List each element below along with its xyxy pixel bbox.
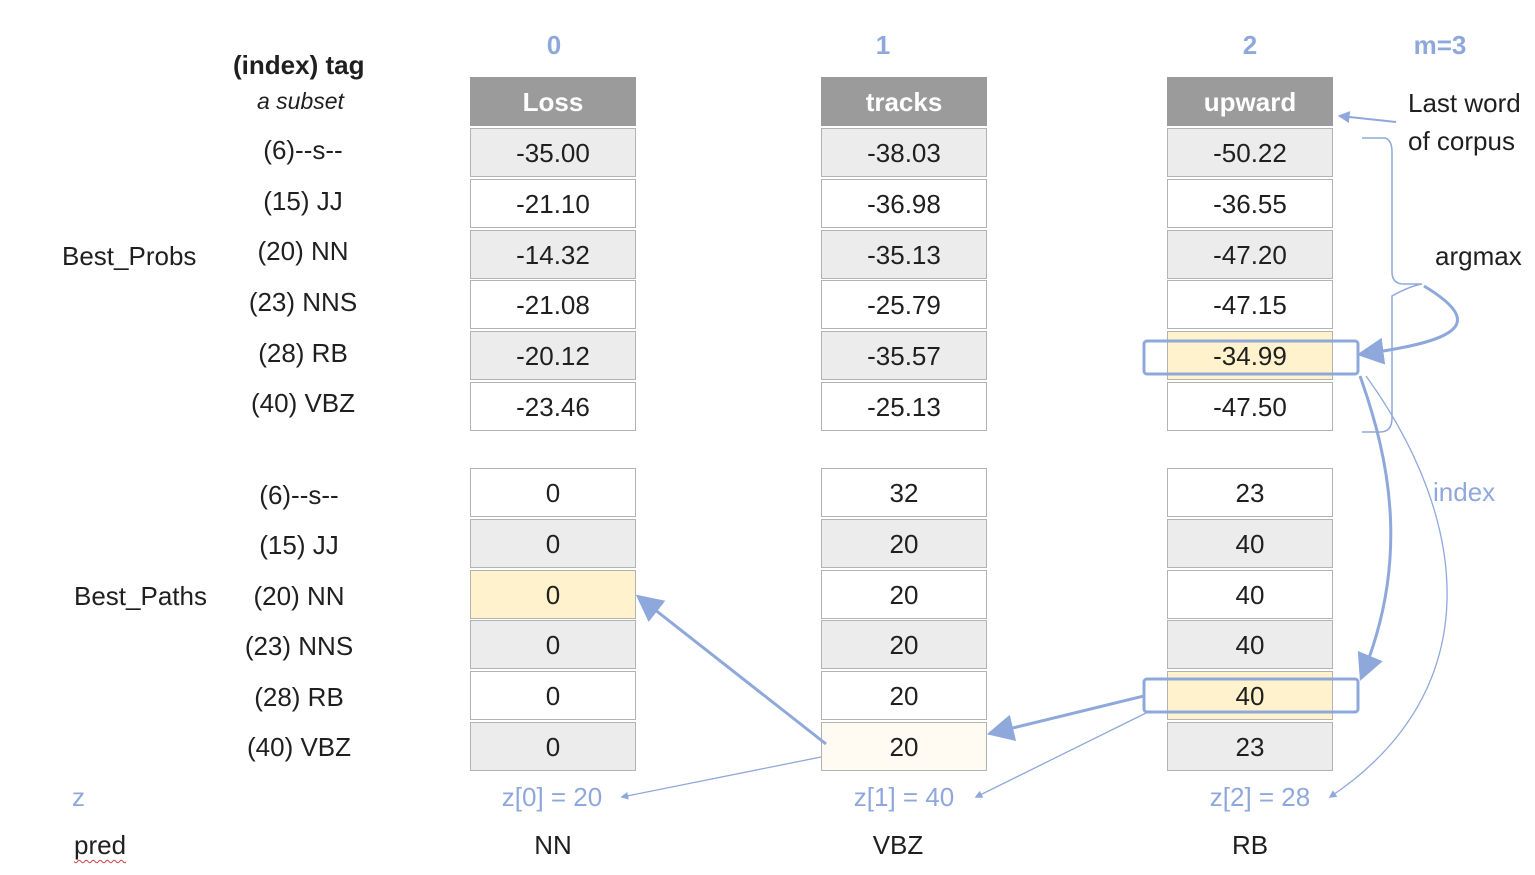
path-cell: 0 [470, 722, 636, 771]
path-cell: 20 [821, 519, 987, 568]
tag-label: (28) RB [258, 338, 348, 368]
column-index-2: 2 [1242, 30, 1258, 60]
prob-cell: -50.22 [1167, 128, 1333, 177]
m-label: m=3 [1413, 30, 1467, 60]
path-cell: 40 [1167, 570, 1333, 619]
last-word-note-line2: of corpus [1408, 126, 1515, 156]
prob-cell: -38.03 [821, 128, 987, 177]
tag-label: (28) RB [254, 682, 344, 712]
path-cell: 0 [470, 468, 636, 517]
path-cell: 23 [1167, 468, 1333, 517]
prob-cell: -25.13 [821, 382, 987, 431]
prob-cell: -47.15 [1167, 280, 1333, 329]
path-cell: 0 [470, 519, 636, 568]
prob-cell: -21.08 [470, 280, 636, 329]
path-cell: 20 [821, 671, 987, 720]
best-paths-label: Best_Paths [74, 581, 207, 611]
backpointer-arrow-1-to-0 [635, 594, 827, 746]
prob-cell: -35.57 [821, 331, 987, 380]
pred-value: NN [534, 830, 572, 860]
path-cell: 23 [1167, 722, 1333, 771]
prob-cell-argmax: -34.99 [1167, 331, 1333, 380]
argmax-brace [1362, 137, 1423, 433]
path-cell: 40 [1167, 620, 1333, 669]
pred-label-text: pred [74, 830, 127, 860]
argmax-arrow [1356, 284, 1459, 365]
tag-header: (index) tag [233, 50, 365, 80]
path-cell: 20 [821, 620, 987, 669]
path-cell-selected: 0 [470, 570, 636, 619]
word-header: upward [1167, 77, 1333, 126]
column-index-1: 1 [875, 30, 891, 60]
path-cell: 32 [821, 468, 987, 517]
path-cell: 0 [470, 620, 636, 669]
prob-cell: -35.00 [470, 128, 636, 177]
pred-label: pred [74, 830, 126, 861]
prob-cell: -36.98 [821, 179, 987, 228]
tag-label: (6)--s-- [263, 135, 343, 165]
index-to-z2-arrow [1328, 375, 1448, 798]
prob-cell: -14.32 [470, 230, 636, 279]
prob-cell: -20.12 [470, 331, 636, 380]
last-word-arrow [1337, 111, 1397, 123]
tag-label: (40) VBZ [246, 732, 352, 762]
path-cell-selected: 40 [1167, 671, 1333, 720]
path-cell-selected: 20 [821, 722, 987, 771]
tag-label: (20) NN [253, 581, 345, 611]
last-word-note-line1: Last word [1408, 88, 1521, 118]
backpointer-arrow-2-to-1 [986, 694, 1145, 742]
index-note: index [1433, 477, 1496, 507]
prob-cell: -25.79 [821, 280, 987, 329]
tag-label: (15) JJ [259, 530, 339, 560]
prob-cell: -35.13 [821, 230, 987, 279]
path-cell: 40 [1167, 519, 1333, 568]
word-header: tracks [821, 77, 987, 126]
prob-cell: -23.46 [470, 382, 636, 431]
pred-value: VBZ [872, 830, 924, 860]
best-probs-label: Best_Probs [62, 241, 197, 271]
prob-cell: -36.55 [1167, 179, 1333, 228]
z-label: z [72, 782, 85, 812]
path-cell: 20 [821, 570, 987, 619]
word-header: Loss [470, 77, 636, 126]
z-value: z[0] = 20 [501, 782, 603, 812]
tag-label: (23) NNS [248, 287, 358, 317]
tag-label: (20) NN [257, 236, 349, 266]
prob-cell: -47.20 [1167, 230, 1333, 279]
pred-value: RB [1231, 830, 1269, 860]
z-value: z[2] = 28 [1209, 782, 1311, 812]
z-value: z[1] = 40 [853, 782, 955, 812]
subset-label: a subset [257, 88, 344, 114]
tag-label: (6)--s-- [259, 480, 339, 510]
path-cell: 0 [470, 671, 636, 720]
tag-label: (15) JJ [263, 186, 343, 216]
index-down-arrow [1357, 375, 1393, 681]
tag-label: (23) NNS [244, 631, 354, 661]
prob-cell: -47.50 [1167, 382, 1333, 431]
column-index-0: 0 [546, 30, 562, 60]
prob-cell: -21.10 [470, 179, 636, 228]
tag-label: (40) VBZ [250, 388, 356, 418]
argmax-note: argmax [1435, 241, 1522, 271]
